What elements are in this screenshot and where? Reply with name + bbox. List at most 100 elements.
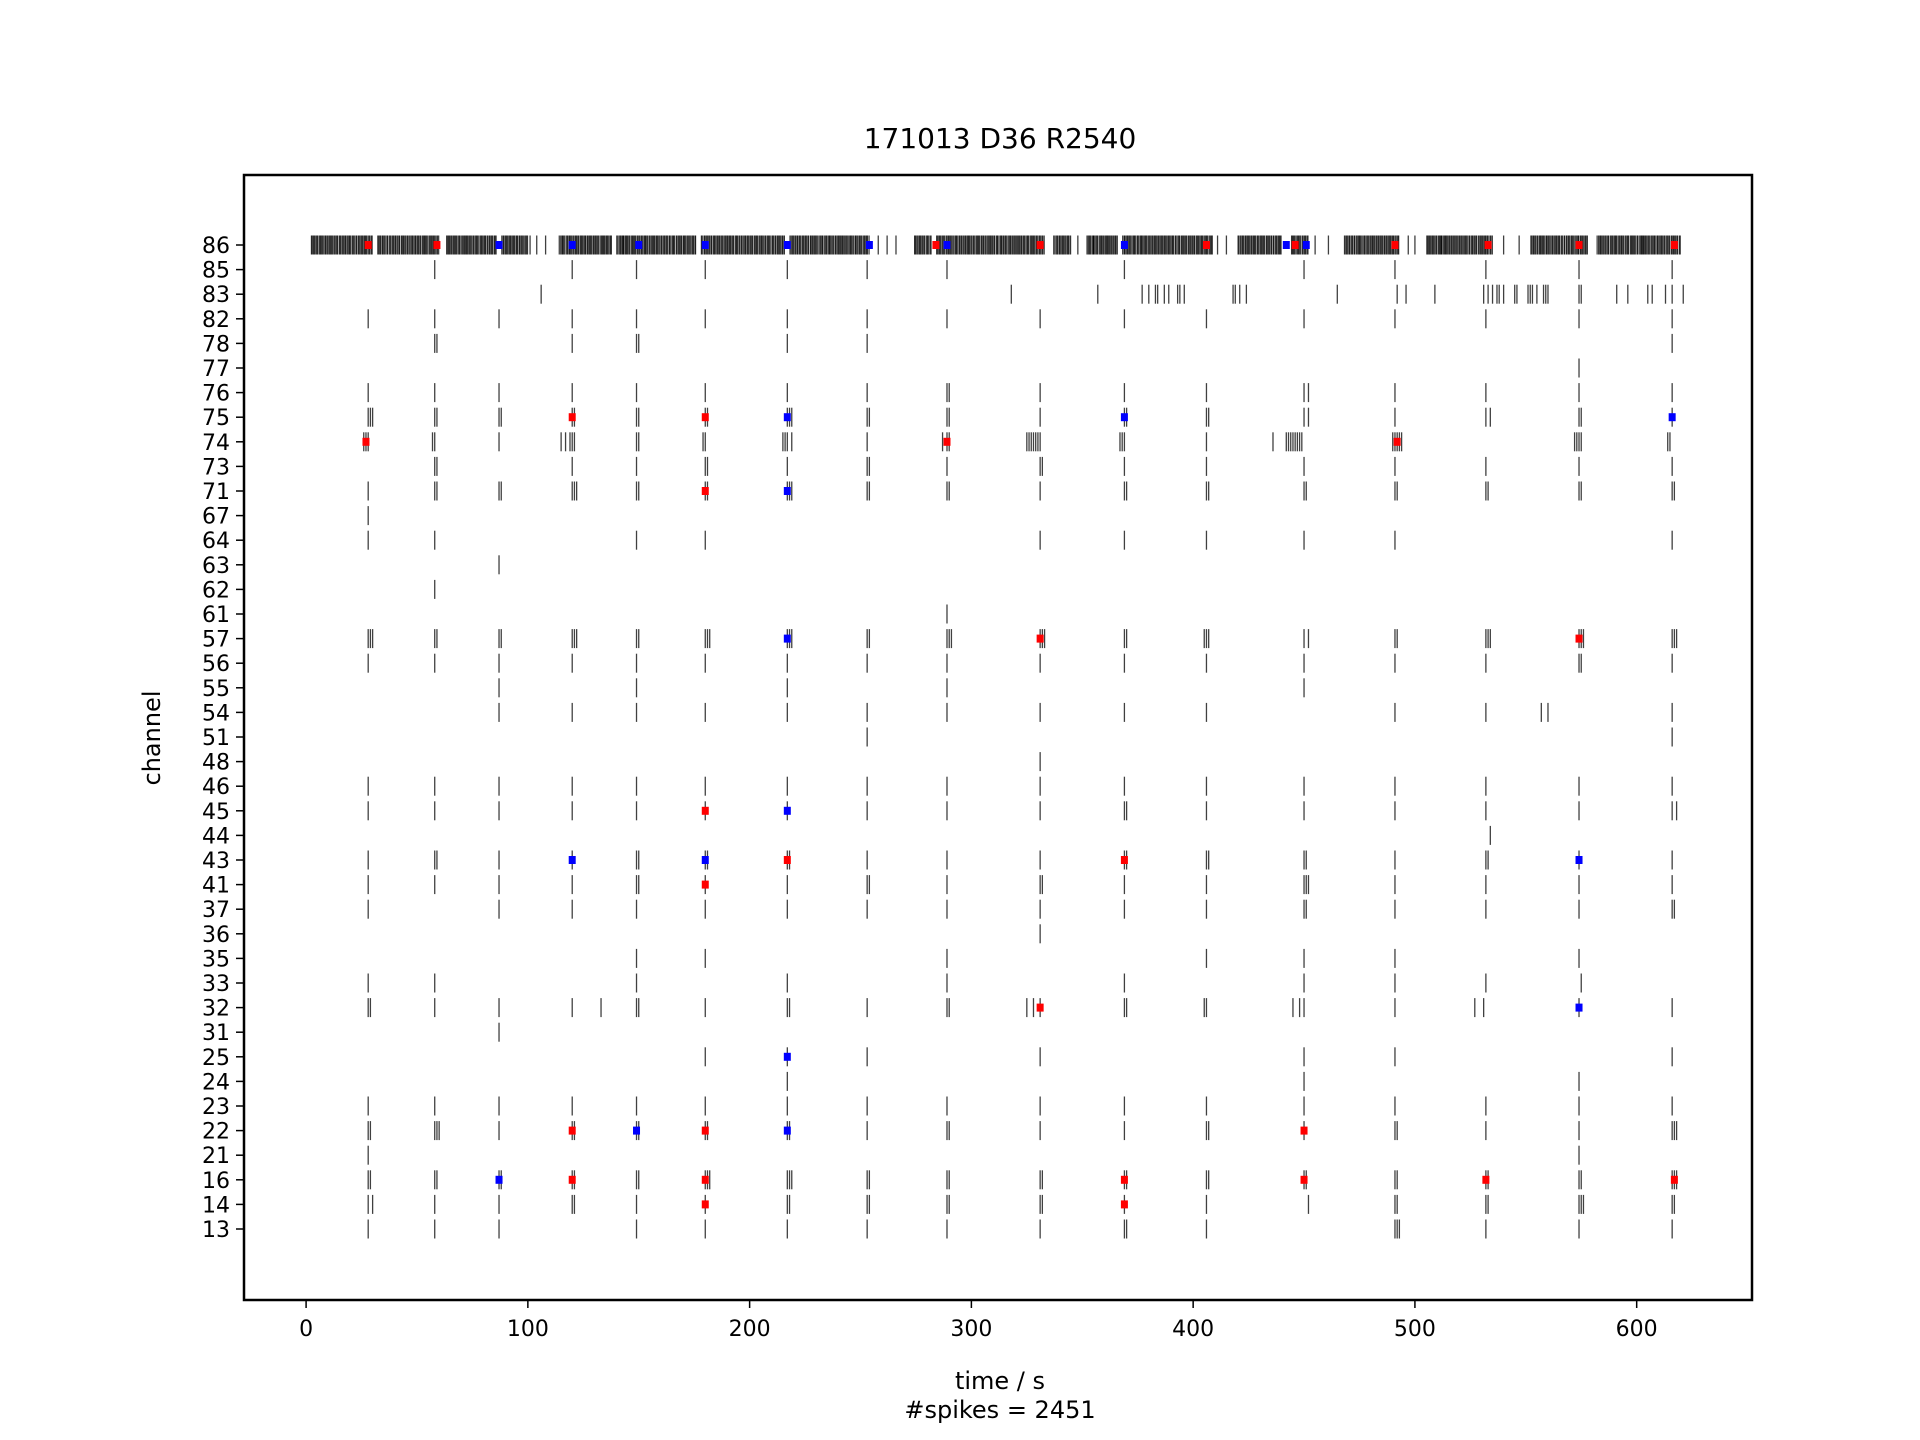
- blue-marker-ch86: [1282, 241, 1290, 249]
- blue-marker-ch32: [1575, 1003, 1583, 1012]
- red-marker-ch16: [1300, 1175, 1308, 1184]
- red-marker-ch86: [433, 241, 441, 249]
- x-tick-label: 300: [950, 1317, 992, 1342]
- y-tick-label: 73: [202, 455, 230, 480]
- red-marker-ch16: [1670, 1175, 1678, 1184]
- y-axis-label: channel: [138, 691, 166, 786]
- y-tick-label: 31: [202, 1021, 230, 1046]
- plot-frame: [242, 173, 1754, 1302]
- x-axis: 0 100 200 300 400 500 600: [299, 1300, 1658, 1342]
- red-marker-ch86: [1484, 241, 1492, 249]
- y-tick-label: 14: [202, 1193, 230, 1218]
- red-marker-ch74: [943, 437, 951, 446]
- red-marker-ch86: [932, 241, 940, 249]
- red-marker-ch86: [1291, 241, 1299, 249]
- y-tick-label: 46: [202, 775, 230, 800]
- y-tick-label: 33: [202, 972, 230, 997]
- y-tick-label: 22: [202, 1120, 230, 1145]
- red-marker-ch74: [362, 437, 370, 446]
- chart-title: 171013 D36 R2540: [864, 122, 1137, 155]
- y-tick-label: 63: [202, 554, 230, 579]
- red-marker-ch41: [701, 880, 709, 889]
- y-tick-label: 21: [202, 1144, 230, 1169]
- red-marker-ch22: [568, 1126, 576, 1135]
- y-tick-label: 44: [202, 824, 230, 849]
- red-marker-ch16: [701, 1175, 709, 1184]
- y-tick-label: 67: [202, 505, 230, 530]
- y-tick-label: 75: [202, 406, 230, 431]
- blue-marker-ch45: [783, 806, 791, 815]
- red-marker-ch86: [1202, 241, 1210, 249]
- blue-marker-ch75: [1668, 413, 1676, 422]
- red-marker-ch57: [1036, 634, 1044, 643]
- x-tick-label: 100: [507, 1317, 549, 1342]
- red-marker-ch22: [1300, 1126, 1308, 1135]
- y-tick-label: 71: [202, 480, 230, 505]
- blue-marker-ch75: [783, 413, 791, 422]
- y-tick-label: 78: [202, 332, 230, 357]
- y-tick-label: 13: [202, 1218, 230, 1243]
- blue-marker-ch16: [495, 1175, 503, 1184]
- y-tick-label: 25: [202, 1046, 230, 1071]
- y-tick-label: 48: [202, 751, 230, 776]
- red-marker-ch86: [364, 241, 372, 249]
- y-tick-label: 77: [202, 357, 230, 382]
- red-marker-ch45: [701, 806, 709, 815]
- y-tick-label: 54: [202, 701, 230, 726]
- y-tick-label: 36: [202, 923, 230, 948]
- blue-marker-ch86: [943, 241, 951, 249]
- y-axis: 8685838278777675747371676463626157565554…: [202, 234, 244, 1243]
- y-tick-label: 74: [202, 431, 230, 456]
- red-marker-ch75: [568, 413, 576, 422]
- red-marker-ch57: [1575, 634, 1583, 643]
- blue-marker-ch86: [1120, 241, 1128, 249]
- blue-marker-ch86: [635, 241, 643, 249]
- x-axis-label: time / s: [955, 1367, 1045, 1395]
- y-tick-label: 55: [202, 677, 230, 702]
- red-marker-ch86: [1670, 241, 1678, 249]
- y-tick-label: 32: [202, 997, 230, 1022]
- blue-marker-ch86: [1302, 241, 1310, 249]
- y-tick-label: 43: [202, 849, 230, 874]
- y-tick-label: 61: [202, 603, 230, 628]
- y-tick-label: 82: [202, 308, 230, 333]
- y-tick-label: 37: [202, 898, 230, 923]
- y-tick-label: 45: [202, 800, 230, 825]
- red-marker-ch16: [1120, 1175, 1128, 1184]
- y-tick-label: 24: [202, 1070, 230, 1095]
- red-marker-ch14: [701, 1200, 709, 1209]
- red-marker-ch16: [1482, 1175, 1490, 1184]
- blue-marker-ch25: [783, 1052, 791, 1061]
- y-tick-label: 56: [202, 652, 230, 677]
- red-marker-ch86: [1575, 241, 1583, 249]
- y-tick-label: 41: [202, 874, 230, 899]
- y-tick-label: 23: [202, 1095, 230, 1120]
- y-tick-label: 57: [202, 628, 230, 653]
- red-marker-ch14: [1120, 1200, 1128, 1209]
- red-marker-ch74: [1393, 437, 1401, 446]
- blue-marker-ch86: [568, 241, 576, 249]
- y-tick-label: 64: [202, 529, 230, 554]
- red-marker-ch86: [1391, 241, 1399, 249]
- red-marker-ch43: [783, 856, 791, 864]
- red-marker-ch71: [701, 487, 709, 495]
- blue-marker-ch43: [1575, 856, 1583, 864]
- blue-marker-ch86: [701, 241, 709, 249]
- x-tick-label: 200: [729, 1317, 771, 1342]
- blue-marker-ch86: [865, 241, 873, 249]
- y-tick-label: 85: [202, 259, 230, 284]
- blue-marker-ch43: [701, 856, 709, 864]
- red-marker-ch43: [1120, 856, 1128, 864]
- red-marker-ch86: [1036, 241, 1044, 249]
- y-tick-label: 62: [202, 578, 230, 603]
- x-tick-label: 400: [1172, 1317, 1214, 1342]
- blue-marker-ch22: [633, 1126, 641, 1135]
- y-tick-label: 86: [202, 234, 230, 259]
- y-tick-label: 76: [202, 382, 230, 407]
- y-tick-label: 83: [202, 283, 230, 308]
- blue-marker-ch43: [568, 856, 576, 864]
- red-marker-ch32: [1036, 1003, 1044, 1012]
- blue-marker-ch86: [783, 241, 791, 249]
